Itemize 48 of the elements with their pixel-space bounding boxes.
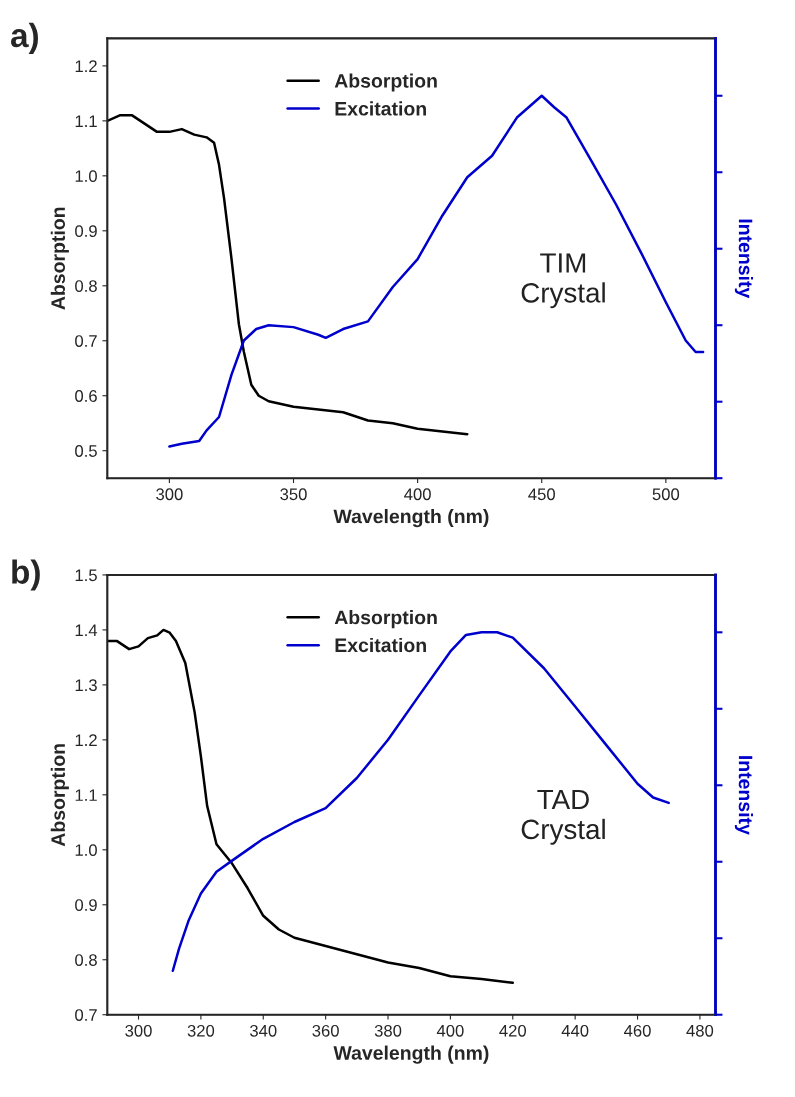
x-tick-label: 440 [561, 1024, 589, 1037]
y-tick-label: 0.5 [75, 445, 97, 457]
x-tick-label: 420 [499, 1024, 527, 1037]
x-tick-label: 400 [404, 488, 431, 501]
x-tick-label: 350 [280, 488, 307, 501]
y-tick-label: 1.1 [75, 789, 97, 801]
y2-axis-title: Intensity [734, 219, 753, 299]
y-axis-title: Absorption [50, 207, 69, 310]
y-tick-label: 1.3 [75, 679, 97, 692]
chart-title: b) [12, 559, 40, 591]
annotation: TIM Crystal [521, 253, 605, 309]
x-tick-label: 380 [374, 1024, 402, 1037]
x-axis-title: Wavelength (nm) [333, 509, 489, 528]
line-series [107, 114, 469, 436]
y-tick-label: 1.2 [75, 734, 97, 746]
y-axis-title: Absorption [50, 744, 69, 847]
y2-axis-title: Intensity [734, 756, 753, 835]
x-tick-label: 500 [652, 488, 680, 501]
y-tick-label: 1.0 [75, 844, 97, 857]
legend-label: Absorption [334, 610, 437, 629]
x-axis-title: Wavelength (nm) [333, 1045, 489, 1064]
x-tick-label: 450 [528, 488, 555, 501]
annotation: TAD Crystal [521, 789, 605, 845]
y-tick-label: 0.8 [75, 280, 97, 292]
y-tick-label: 0.6 [75, 390, 97, 402]
y-tick-label: 1.1 [75, 115, 97, 127]
legend-label: Absorption [334, 73, 437, 92]
x-tick-label: 460 [624, 1024, 651, 1037]
legend-label: Excitation [335, 101, 426, 116]
y-tick-label: 1.4 [75, 624, 98, 636]
x-tick-label: 480 [686, 1024, 714, 1037]
x-tick-label: 300 [125, 1024, 152, 1037]
x-tick-label: 320 [187, 1024, 215, 1037]
x-tick-label: 360 [312, 1024, 339, 1037]
x-tick-label: 300 [156, 488, 183, 501]
y-tick-label: 0.9 [75, 225, 97, 238]
y-tick-label: 0.7 [75, 335, 97, 347]
line-series [107, 628, 515, 985]
x-tick-label: 400 [436, 1024, 464, 1037]
y-tick-label: 1.2 [75, 60, 97, 72]
y-tick-label: 1.5 [75, 569, 97, 582]
y-tick-label: 0.7 [75, 1009, 97, 1021]
chart-title: a) [11, 22, 38, 54]
y-tick-label: 1.0 [75, 170, 97, 183]
y-tick-label: 0.9 [75, 899, 97, 911]
legend-label: Excitation [335, 637, 426, 653]
x-tick-label: 340 [250, 1024, 277, 1037]
y-tick-label: 0.8 [75, 954, 97, 966]
